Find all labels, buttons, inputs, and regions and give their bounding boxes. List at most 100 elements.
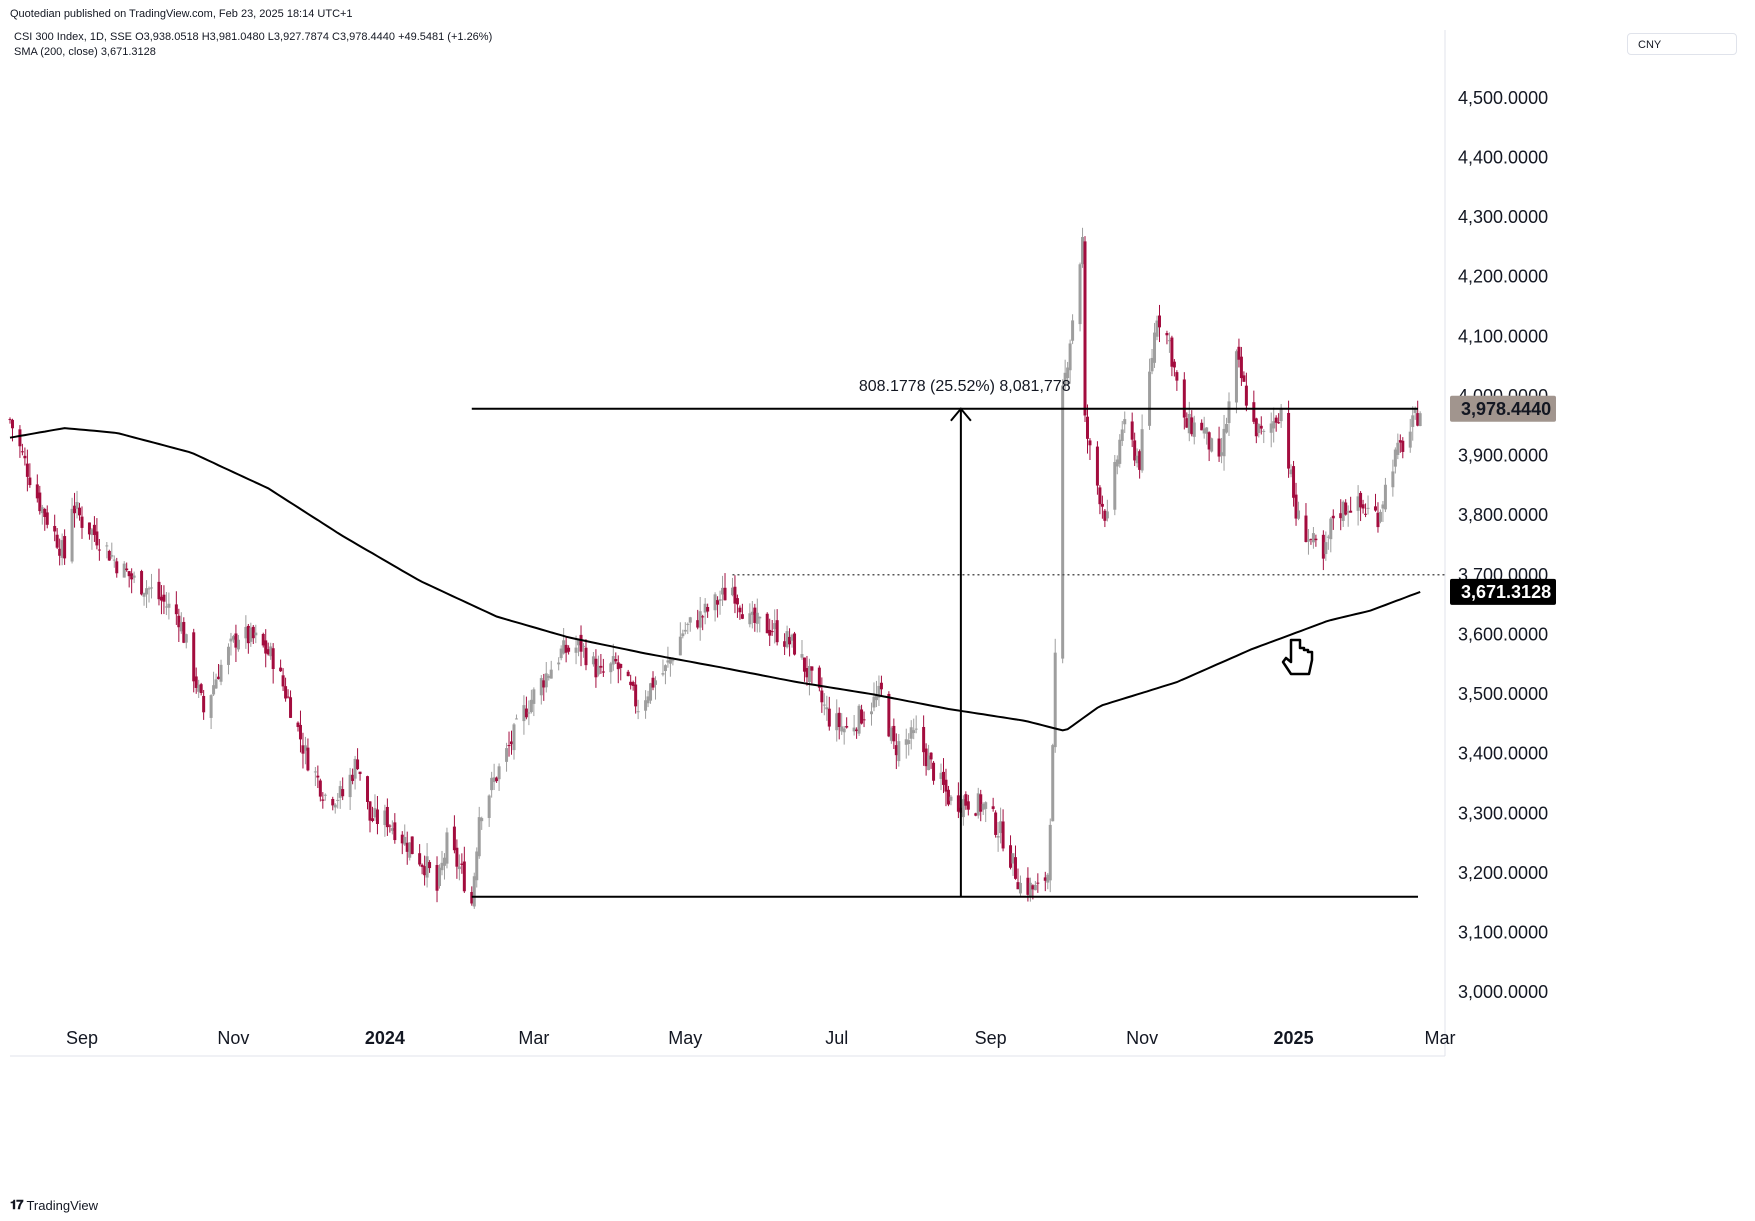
candle-body [964,794,968,806]
candle-body [1011,853,1015,864]
candle-body [58,548,62,556]
y-tick-label: 3,400.0000 [1458,744,1548,764]
sma-200-line [9,427,1421,732]
candle-body [755,612,759,624]
candle-body [284,686,288,699]
candle-body [634,684,638,707]
candle-body [629,681,633,686]
candle-body [567,647,571,652]
candle-body [1133,440,1137,461]
candle-body [1297,510,1301,519]
candle-body [984,802,988,809]
candle-body [1095,446,1099,486]
candle-body [929,752,933,760]
candle-body [765,613,769,634]
candle-body [370,818,374,821]
candle-body [614,659,618,662]
x-tick-label: 2025 [1274,1028,1314,1048]
candle-body [981,803,985,810]
candle-body [53,525,57,532]
candle-body [226,646,230,665]
candle-body [1123,419,1127,425]
candle-body [150,587,154,589]
candle-body [244,626,248,639]
candle-body [234,633,238,648]
candle-body [748,613,752,625]
candle-body [1418,413,1422,427]
currency-button[interactable]: CNY [1627,33,1737,55]
candle-body [55,534,59,548]
candle-body [827,708,831,727]
candle-body [261,633,265,646]
candle-body [231,636,235,640]
candle-body [636,711,640,713]
candle-body [1383,484,1387,510]
candle-body [1190,417,1194,435]
candle-body [994,812,998,835]
candle-body [385,806,389,828]
candle-body [979,794,983,812]
candle-body [1026,877,1030,895]
candle-body [840,726,844,732]
candle-body [1356,496,1360,511]
candle-body [961,799,965,818]
candle-body [157,581,161,600]
candle-body [582,645,586,647]
candle-body [837,712,841,728]
candle-body [683,629,687,632]
candle-body [487,795,491,818]
candle-body [594,658,598,678]
candle-body [1001,821,1005,849]
candle-body [462,861,466,892]
candle-body [1120,429,1124,441]
candle-body [783,641,787,647]
candle-body [442,857,446,866]
candle-body [862,719,866,721]
candle-body [90,529,94,536]
candle-body [390,828,394,831]
candle-body [87,522,91,535]
candle-body [229,638,233,642]
candle-body [775,620,779,643]
candle-body [1013,857,1017,879]
candle-body [23,455,27,459]
candle-body [145,588,149,595]
candle-body [477,817,481,857]
candle-body [1205,427,1209,434]
candle-body [1068,343,1072,371]
candle-body [1085,416,1089,439]
candle-body [1220,452,1224,456]
candle-body [584,647,588,666]
candle-body [1237,346,1241,360]
candle-body [440,862,444,871]
published-line: Quotedian published on TradingView.com, … [10,8,353,20]
candle-body [701,616,705,618]
candle-body [1061,385,1065,659]
candle-body [599,665,603,668]
candle-body [1115,459,1119,467]
candle-body [179,622,183,632]
candle-body [1227,401,1231,424]
candle-body [609,663,613,673]
candle-body [1289,469,1293,475]
candle-body [1187,413,1191,434]
candle-body [688,617,692,623]
candle-body [405,842,409,852]
candle-body [1165,333,1169,336]
candle-body [321,799,325,801]
candle-body [802,657,806,672]
candle-body [626,671,630,677]
candle-body [375,809,379,825]
y-axis: 3,000.0000 3,100.0000 3,200.0000 3,300.0000… [1458,88,1548,1002]
candle-body [671,660,675,662]
svg-text:3,671.3128: 3,671.3128 [1461,582,1551,602]
measure-label: 808.1778 (25.52%) 8,081,778 [859,378,1071,395]
candle-body [1098,487,1102,505]
candle-body [922,726,926,753]
candle-body [1376,512,1380,528]
candle-body [678,636,682,656]
candle-body [162,594,166,602]
candle-body [698,611,702,628]
candle-body [140,571,144,595]
